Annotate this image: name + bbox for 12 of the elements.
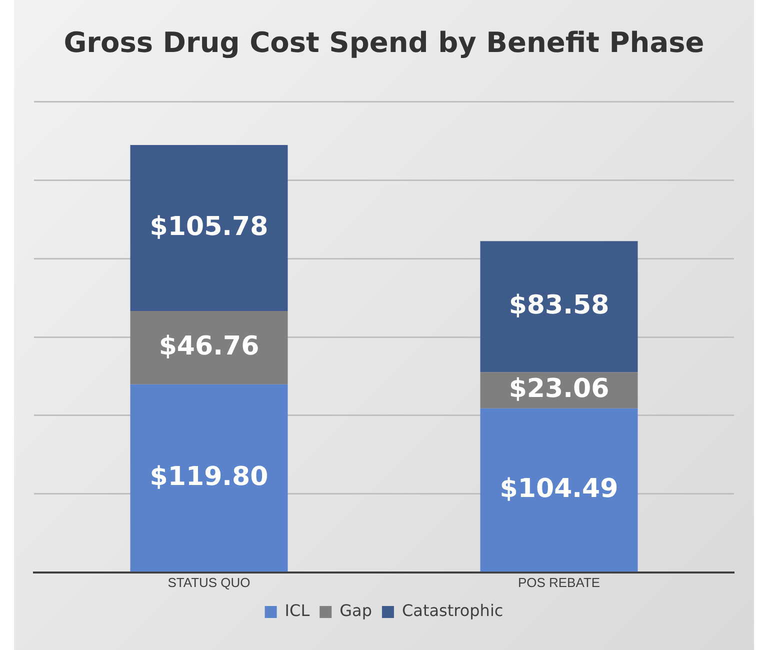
x-tick-label: STATUS QUO — [168, 574, 250, 590]
legend-label: ICL — [284, 601, 310, 620]
legend-label: Catastrophic — [402, 601, 504, 620]
x-tick-label: POS REBATE — [518, 574, 600, 590]
chart-title: Gross Drug Cost Spend by Benefit Phase — [64, 26, 704, 60]
data-label: $104.49 — [500, 474, 618, 504]
data-label: $105.78 — [150, 212, 268, 242]
data-label: $46.76 — [158, 331, 260, 362]
legend-label: Gap — [340, 601, 372, 620]
data-label: $119.80 — [150, 462, 268, 492]
data-label: $23.06 — [508, 374, 610, 404]
data-label: $83.58 — [508, 290, 610, 320]
